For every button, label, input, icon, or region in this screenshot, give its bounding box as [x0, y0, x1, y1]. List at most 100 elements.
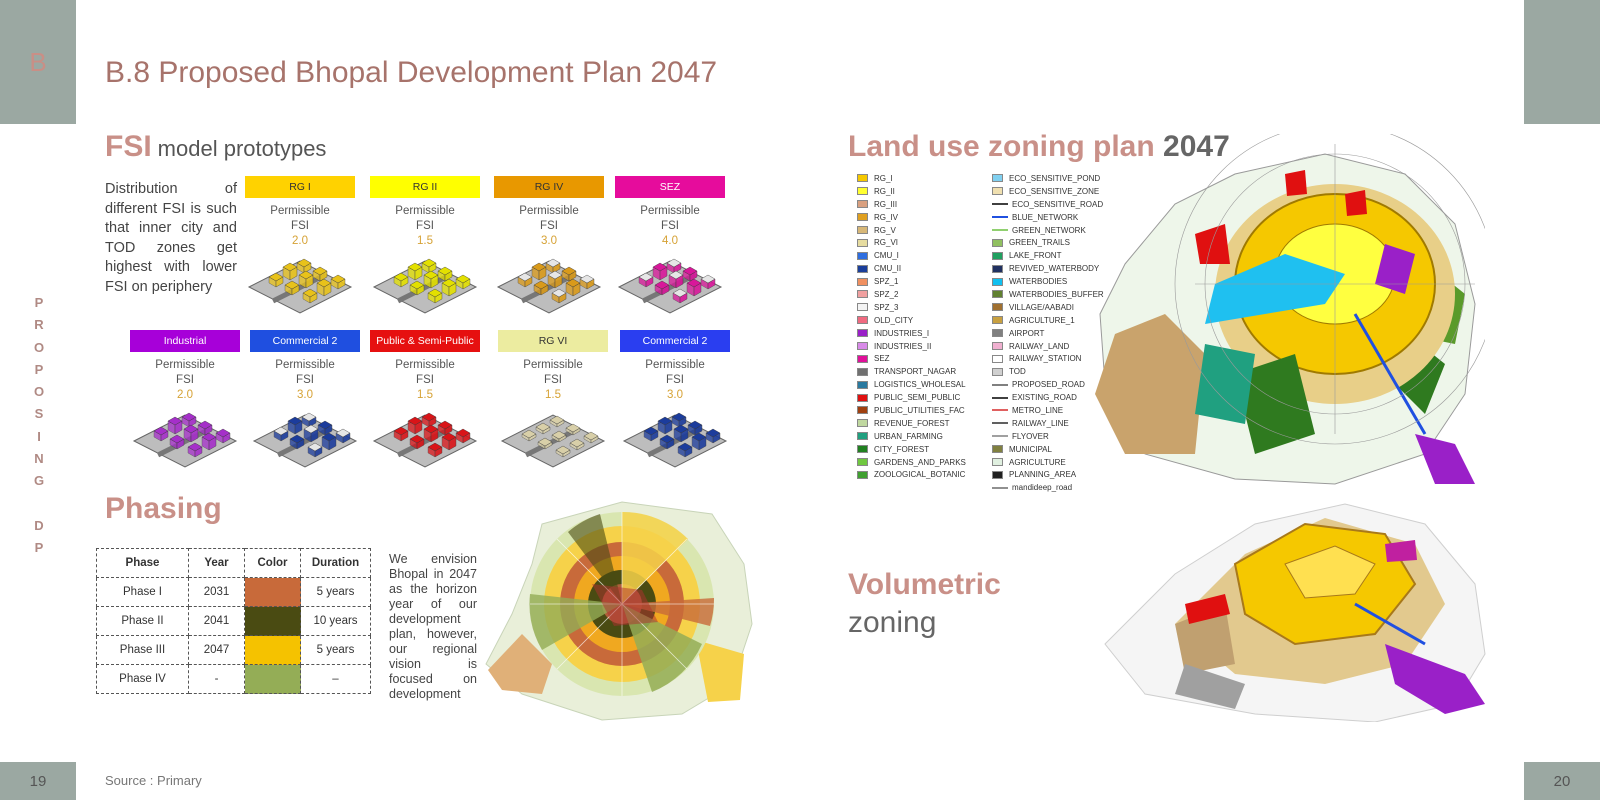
prototype-label: Public & Semi-Public	[370, 330, 480, 352]
legend-label: GARDENS_AND_PARKS	[874, 457, 966, 467]
legend-swatch	[857, 406, 868, 415]
fsi-value: 2.0	[177, 389, 193, 401]
year-cell: 2047	[188, 635, 245, 665]
fsi-prototype-card: Commercial 2 Permissible FSI 3.0	[620, 330, 730, 469]
side-letter: G	[33, 473, 45, 489]
fsi-heading-main: FSI	[105, 130, 152, 163]
legend-swatch	[857, 329, 868, 338]
legend-item: TRANSPORT_NAGAR	[857, 365, 966, 378]
legend-swatch	[992, 203, 1008, 206]
landuse-legend-column-1: RG_I RG_II RG_III RG_IV RG_V RG_VI CMU_I CMU_II…	[857, 172, 966, 481]
page-number-right: 20	[1524, 762, 1600, 800]
side-letter: D	[34, 517, 44, 533]
legend-label: EXISTING_ROAD	[1012, 393, 1077, 403]
legend-item: SPZ_2	[857, 288, 966, 301]
legend-item: RG_V	[857, 224, 966, 237]
legend-swatch	[992, 251, 1003, 260]
legend-swatch	[992, 316, 1003, 325]
landuse-legend-column-2: ECO_SENSITIVE_POND ECO_SENSITIVE_ZONE ECO_…	[992, 172, 1104, 494]
legend-swatch	[857, 432, 868, 441]
permissible-text: Permissible	[640, 205, 700, 217]
legend-item: SEZ	[857, 352, 966, 365]
legend-label: URBAN_FARMING	[874, 431, 943, 441]
legend-label: CMU_II	[874, 264, 902, 274]
fsi-text: FSI	[661, 220, 679, 232]
corner-block-right	[1524, 0, 1600, 124]
legend-item: ZOOLOGICAL_BOTANIC	[857, 468, 966, 481]
legend-label: mandideep_road	[1012, 483, 1073, 493]
legend-swatch	[992, 470, 1003, 479]
legend-swatch	[992, 435, 1008, 438]
page-number-left: 19	[0, 762, 76, 800]
fsi-text: FSI	[666, 374, 684, 386]
legend-swatch	[992, 367, 1003, 376]
legend-item: ECO_SENSITIVE_ROAD	[992, 198, 1104, 211]
legend-swatch	[992, 354, 1003, 363]
legend-swatch	[992, 187, 1003, 196]
legend-label: TRANSPORT_NAGAR	[874, 367, 957, 377]
legend-item: PROPOSED_ROAD	[992, 378, 1104, 391]
building-block-illustration	[132, 412, 238, 468]
legend-label: RG_V	[874, 225, 896, 235]
legend-item: BLUE_NETWORK	[992, 211, 1104, 224]
legend-item: SPZ_1	[857, 275, 966, 288]
legend-item: LOGISTICS_WHOLESAL	[857, 378, 966, 391]
legend-label: ECO_SENSITIVE_POND	[1009, 173, 1101, 183]
permissible-fsi-label: Permissible FSI	[498, 358, 608, 388]
fsi-value: 1.5	[417, 235, 433, 247]
legend-swatch	[857, 367, 868, 376]
legend-item: GREEN_TRAILS	[992, 236, 1104, 249]
legend-label: INDUSTRIES_I	[874, 328, 930, 338]
legend-label: PUBLIC_UTILITIES_FAC	[874, 405, 965, 415]
legend-swatch	[857, 354, 868, 363]
legend-label: CITY_FOREST	[874, 444, 930, 454]
legend-swatch	[992, 422, 1008, 425]
legend-swatch	[992, 277, 1003, 286]
legend-item: PLANNING_AREA	[992, 468, 1104, 481]
prototype-label: Industrial	[130, 330, 240, 352]
year-cell: -	[188, 664, 245, 694]
legend-swatch	[857, 251, 868, 260]
legend-swatch	[857, 303, 868, 312]
fsi-prototype-card: RG IV Permissible FSI 3.0	[494, 176, 604, 315]
legend-label: ECO_SENSITIVE_ROAD	[1012, 199, 1104, 209]
section-badge: B	[0, 0, 76, 124]
legend-item: INDUSTRIES_I	[857, 327, 966, 340]
legend-item: RAILWAY_LINE	[992, 417, 1104, 430]
building-block-illustration	[372, 412, 478, 468]
legend-swatch	[857, 290, 868, 299]
legend-item: REVENUE_FOREST	[857, 417, 966, 430]
legend-label: RG_IV	[874, 212, 899, 222]
legend-label: WATERBODIES	[1009, 277, 1068, 287]
legend-item: RG_III	[857, 198, 966, 211]
legend-swatch	[857, 277, 868, 286]
legend-swatch	[992, 409, 1008, 412]
fsi-description: Distribution of different FSI is such th…	[105, 181, 237, 295]
fsi-value: 3.0	[541, 235, 557, 247]
phase-cell: Phase III	[96, 635, 189, 665]
legend-swatch	[992, 342, 1003, 351]
legend-item: TOD	[992, 365, 1104, 378]
fsi-text: FSI	[540, 220, 558, 232]
legend-item: MUNICIPAL	[992, 443, 1104, 456]
source-note: Source : Primary	[105, 773, 202, 788]
table-row: Phase II 2041 10 years	[96, 606, 371, 636]
side-letter: P	[34, 295, 44, 310]
legend-swatch	[857, 213, 868, 222]
legend-item: WATERBODIES	[992, 275, 1104, 288]
fsi-prototype-card: SEZ Permissible FSI 4.0	[615, 176, 725, 315]
legend-swatch	[857, 470, 868, 479]
duration-cell: 10 years	[300, 606, 371, 636]
legend-label: PROPOSED_ROAD	[1012, 380, 1085, 390]
building-block-illustration	[617, 258, 723, 314]
legend-label: SEZ	[874, 354, 890, 364]
side-letter: N	[34, 451, 44, 467]
fsi-prototype-card: RG I Permissible FSI 2.0	[245, 176, 355, 315]
duration-cell: 5 years	[300, 577, 371, 607]
permissible-fsi-label: Permissible FSI	[494, 204, 604, 234]
legend-item: EXISTING_ROAD	[992, 391, 1104, 404]
legend-item: METRO_LINE	[992, 404, 1104, 417]
legend-item: WATERBODIES_BUFFER	[992, 288, 1104, 301]
legend-item: RG_IV	[857, 211, 966, 224]
